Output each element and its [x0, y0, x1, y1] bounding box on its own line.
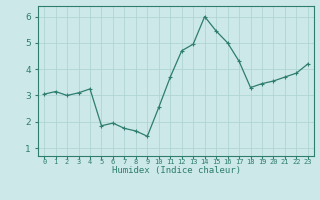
X-axis label: Humidex (Indice chaleur): Humidex (Indice chaleur): [111, 166, 241, 175]
